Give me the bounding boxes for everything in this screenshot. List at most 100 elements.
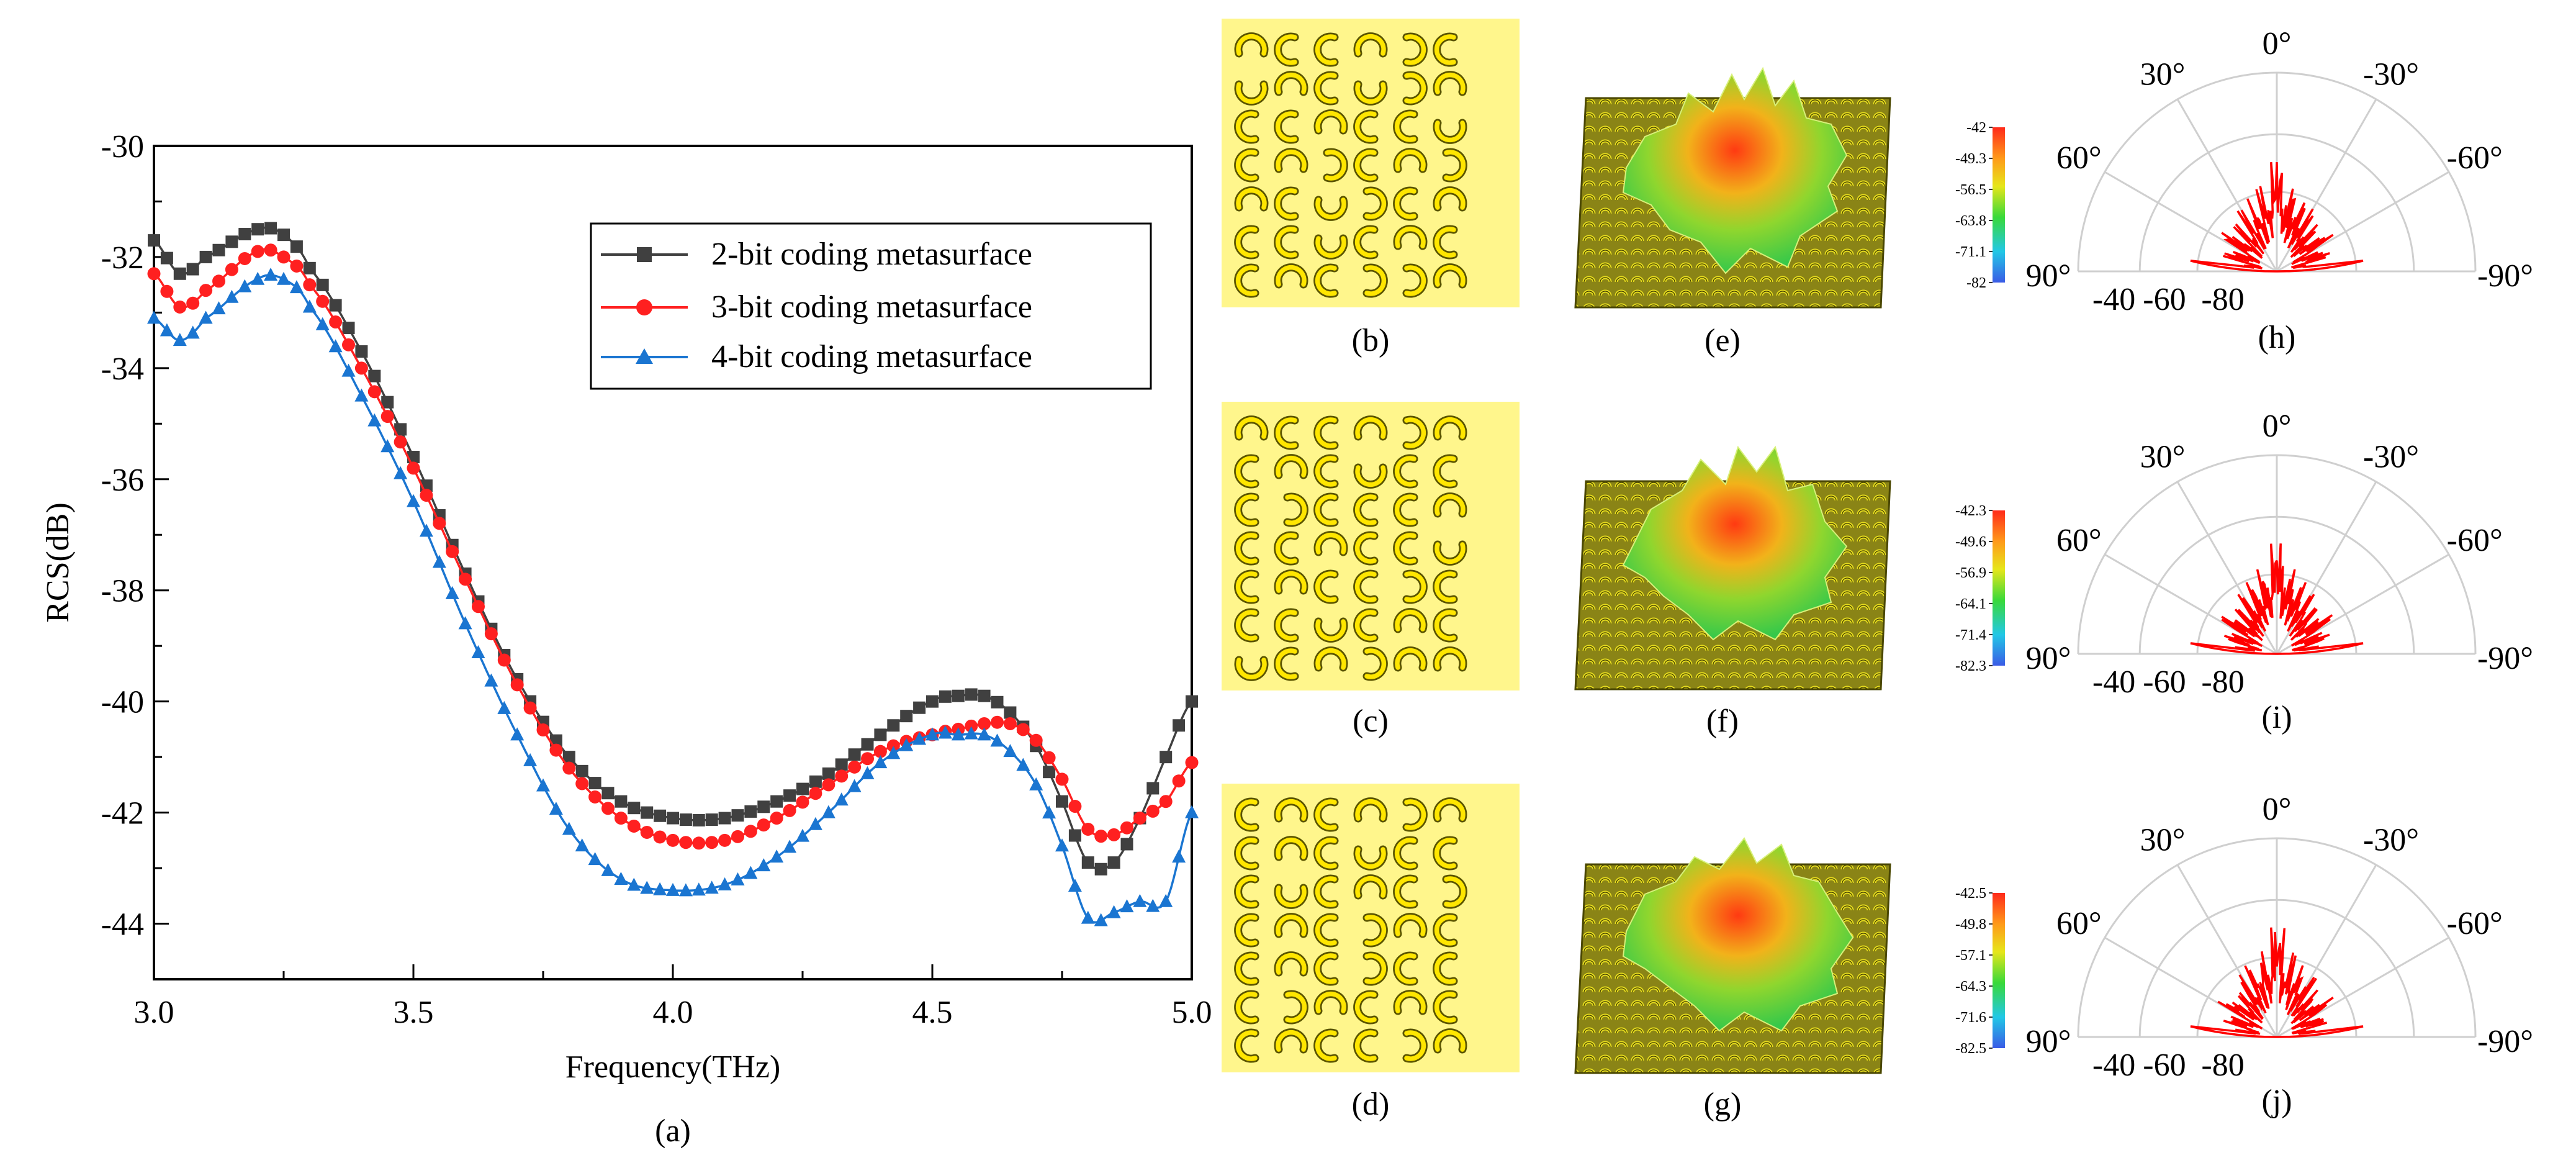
data-point xyxy=(783,840,797,853)
x-axis-ticks: 3.0 3.5 4.0 4.5 5.0 xyxy=(134,964,1212,1030)
coding-unit xyxy=(1235,915,1258,946)
coding-unit xyxy=(1235,992,1258,1023)
colorbar-tick-label: -57.1 xyxy=(1955,948,1986,964)
panel-label-d: (d) xyxy=(1352,1087,1390,1122)
coding-unit xyxy=(1276,149,1307,171)
coding-unit xyxy=(1434,34,1456,65)
coding-unit xyxy=(1434,1030,1466,1052)
polar-plot-j: 0° 30° -30° 60° -60° 90° -90° -40 -60 -80 xyxy=(2026,792,2533,1083)
polar-radial-label: -40 xyxy=(2092,282,2135,317)
coding-unit xyxy=(1355,465,1386,487)
data-point xyxy=(1159,894,1173,907)
data-point xyxy=(510,727,525,741)
data-point xyxy=(264,268,278,281)
polar-angle-label: 90° xyxy=(2026,641,2071,676)
data-point xyxy=(212,301,226,315)
legend-marker-square xyxy=(637,247,652,262)
data-point xyxy=(1068,829,1081,842)
coding-unit xyxy=(1276,799,1307,821)
coding-unit xyxy=(1315,991,1346,1013)
data-point xyxy=(1081,910,1095,924)
coding-unit xyxy=(1395,226,1426,248)
coding-unit xyxy=(1434,72,1466,94)
coding-unit xyxy=(1315,417,1337,448)
data-point xyxy=(471,645,485,659)
data-point xyxy=(1055,772,1069,786)
data-point xyxy=(873,755,888,769)
data-point xyxy=(536,723,550,737)
data-point xyxy=(407,461,420,475)
data-point xyxy=(835,758,848,771)
coding-unit xyxy=(1394,953,1416,984)
data-point xyxy=(757,858,771,872)
data-point xyxy=(926,695,939,708)
data-point xyxy=(381,439,395,453)
legend-entry-4bit: 4-bit coding metasurface xyxy=(601,339,1032,374)
data-point xyxy=(899,738,914,751)
data-point xyxy=(614,871,628,885)
coding-unit xyxy=(1434,456,1456,487)
data-point xyxy=(601,787,615,800)
polar-angle-label: -90° xyxy=(2477,641,2533,676)
x-tick-label: 3.0 xyxy=(134,995,174,1030)
coding-unit xyxy=(1355,847,1386,869)
data-point xyxy=(186,263,199,276)
data-point xyxy=(1042,805,1056,819)
data-point xyxy=(705,881,719,894)
polar-angle-label: -60° xyxy=(2447,140,2503,176)
coding-unit xyxy=(1315,648,1346,670)
data-point xyxy=(1120,821,1133,835)
data-point xyxy=(173,300,187,314)
coding-unit xyxy=(1434,648,1466,670)
coding-unit xyxy=(1404,265,1426,296)
coding-unit xyxy=(1276,885,1307,908)
colorbar-tick-label: -82 xyxy=(1966,275,1986,291)
coding-unit xyxy=(1315,838,1337,869)
coding-unit xyxy=(1315,236,1346,258)
data-point xyxy=(1107,828,1121,841)
data-point xyxy=(355,345,368,358)
coding-unit xyxy=(1235,838,1258,869)
y-axis-label: RCS(dB) xyxy=(40,502,76,623)
data-point xyxy=(1146,899,1160,912)
coding-unit xyxy=(1354,571,1377,602)
coding-unit xyxy=(1315,197,1346,220)
coding-pattern-b xyxy=(1222,19,1520,307)
coding-unit xyxy=(1394,876,1416,907)
coding-unit xyxy=(1315,876,1337,907)
data-point xyxy=(1146,804,1160,818)
coding-unit xyxy=(1355,799,1386,821)
data-point xyxy=(381,410,394,423)
x-axis-label: Frequency(THz) xyxy=(565,1049,781,1085)
data-point xyxy=(290,240,303,253)
data-point xyxy=(1043,766,1056,779)
radiation-pattern xyxy=(2190,162,2364,273)
data-point xyxy=(692,836,706,850)
data-point xyxy=(1185,805,1199,818)
data-point xyxy=(575,838,589,852)
coding-unit xyxy=(1235,953,1258,984)
data-point xyxy=(770,849,784,863)
polar-plot-i: 0° 30° -30° 60° -60° 90° -90° -40 -60 -80 xyxy=(2026,409,2533,700)
coding-unit xyxy=(1235,610,1258,641)
data-point xyxy=(484,627,498,641)
data-point xyxy=(809,787,822,800)
data-point xyxy=(770,795,783,808)
coding-unit xyxy=(1235,227,1258,258)
coding-unit xyxy=(1275,610,1297,641)
data-point xyxy=(225,263,238,276)
legend-entry-3bit: 3-bit coding metasurface xyxy=(601,289,1032,325)
rcs-3d-panel-e: -42 -49.3 -56.5 -63.8 -71.1 -82 (e) xyxy=(1574,66,2005,358)
data-point xyxy=(757,800,770,813)
coding-unit xyxy=(1276,571,1307,593)
coding-unit xyxy=(1364,188,1387,219)
data-point xyxy=(160,284,174,298)
data-point xyxy=(536,778,550,792)
coding-unit xyxy=(1235,494,1258,525)
coding-unit xyxy=(1275,533,1297,564)
colorbar-tick-label: -64.1 xyxy=(1955,596,1986,612)
data-point xyxy=(627,819,641,833)
coding-unit xyxy=(1315,73,1337,104)
data-point xyxy=(731,872,745,885)
polar-plot-h: 0° 30° -30° 60° -60° 90° -90° -40 -60 -80 xyxy=(2026,26,2533,317)
